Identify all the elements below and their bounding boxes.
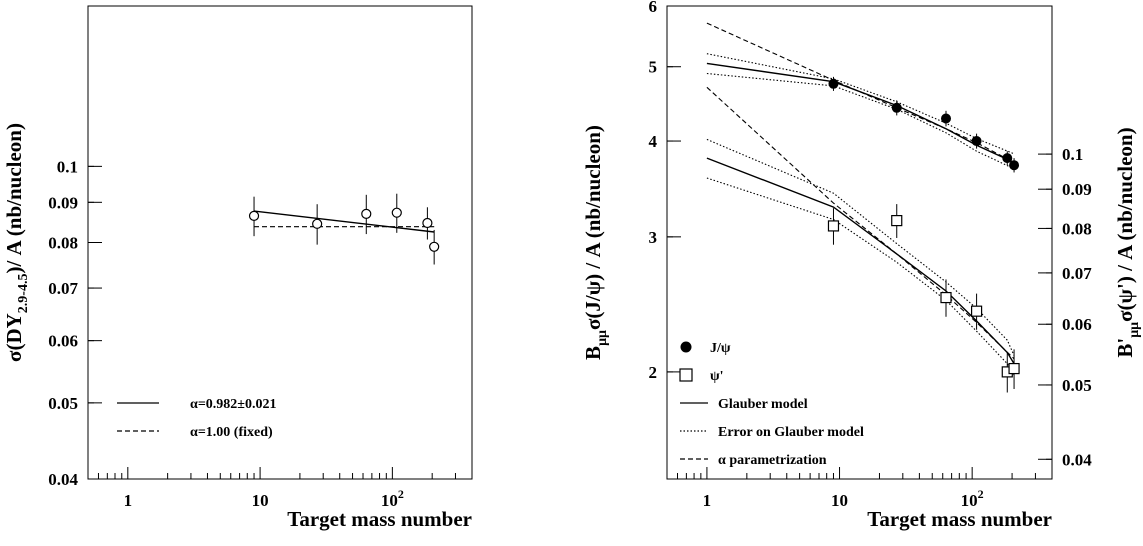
data-point — [422, 217, 433, 229]
y-tick-label: 6 — [649, 0, 658, 16]
plot-frame — [666, 5, 1053, 480]
data-point — [1009, 160, 1020, 171]
y-right-axis-label-main: B' — [1113, 338, 1137, 358]
data-point — [429, 241, 440, 252]
x-tick-label-main: 10 — [831, 491, 848, 510]
legend-label: α=1.00 (fixed) — [190, 425, 273, 440]
curve-dotted — [706, 53, 1015, 155]
y-right-tick-label: 0.04 — [1062, 450, 1092, 469]
x-tick-label-exponent: 2 — [978, 487, 984, 501]
data-point — [891, 102, 902, 113]
curve-dashed — [706, 22, 1015, 163]
curve-solid — [253, 210, 435, 233]
y-tick-label: 5 — [649, 58, 658, 77]
x-tick-label-main: 1 — [703, 491, 712, 510]
y-tick-label: 0.07 — [48, 279, 78, 298]
data-point — [1008, 362, 1020, 375]
data-point — [970, 305, 983, 317]
y-tick-label: 0.09 — [48, 193, 78, 212]
legend-label: ψ' — [710, 369, 724, 384]
legend-marker-open-square — [679, 368, 693, 382]
y-right-tick-label: 0.05 — [1062, 376, 1092, 395]
curve-dotted — [706, 138, 1015, 356]
y-tick-label: 0.08 — [48, 234, 78, 253]
y-right-axis-label-rest: σ(ψ') / A (nb/nucleon) — [1113, 127, 1137, 321]
y-tick-label: 4 — [649, 132, 658, 151]
data-point — [827, 220, 840, 232]
y-tick-label: 2 — [649, 363, 658, 382]
x-tick-label-main: 10 — [381, 491, 398, 510]
y-axis-label-main: σ(DY — [2, 313, 26, 362]
data-point — [971, 136, 982, 147]
x-tick-label-main: 10 — [961, 491, 978, 510]
curve-dotted — [706, 177, 1015, 376]
y-right-axis-label: B'μμσ(ψ') / A (nb/nucleon) — [1113, 127, 1142, 357]
x-tick-label: 1 — [124, 491, 133, 510]
y-tick-label: 0.1 — [57, 157, 78, 176]
y-tick-label: 3 — [649, 228, 658, 247]
y-axis-label-subscript: μμ — [595, 330, 610, 346]
y-tick-label: 0.04 — [48, 470, 78, 489]
y-axis-label-rest: )/ A (nb/nucleon) — [2, 123, 26, 274]
curve-dotted — [706, 72, 1015, 170]
y-axis-label-subscript: 2.9-4.5 — [16, 274, 31, 314]
y-right-tick-label: 0.1 — [1062, 145, 1083, 164]
data-point — [248, 210, 260, 221]
data-point — [941, 113, 952, 124]
y-tick-label: 0.06 — [48, 332, 78, 351]
x-tick-label-exponent: 2 — [398, 487, 404, 501]
y-axis-label: σ(DY2.9-4.5)/ A (nb/nucleon) — [2, 123, 31, 362]
data-point — [361, 208, 372, 219]
data-point — [1002, 153, 1013, 164]
data-point — [391, 207, 402, 218]
data-point — [828, 78, 839, 89]
x-tick-label: 102 — [381, 487, 404, 510]
plot-frame — [87, 5, 473, 480]
y-right-tick-label: 0.08 — [1062, 219, 1092, 238]
y-right-axis-label-subscript: μμ — [1127, 322, 1142, 338]
legend-label: Glauber model — [718, 397, 808, 412]
y-right-tick-label: 0.06 — [1062, 315, 1092, 334]
x-axis-label: Target mass number — [287, 507, 472, 531]
data-point — [891, 215, 903, 227]
y-right-tick-label: 0.07 — [1062, 264, 1092, 283]
x-tick-label: 1 — [703, 491, 712, 510]
y-axis-label: Bμμσ(J/ψ) / A (nb/nucleon) — [581, 125, 610, 360]
legend-label: α parametrization — [718, 453, 827, 468]
data-point — [940, 291, 952, 304]
y-right-tick-label: 0.09 — [1062, 180, 1092, 199]
curve-dashed — [706, 86, 1015, 360]
legend-marker-filled-circle — [680, 341, 692, 353]
legend-label: J/ψ — [710, 341, 731, 356]
data-point — [312, 218, 323, 229]
x-tick-label: 102 — [961, 487, 984, 510]
y-tick-label: 0.05 — [48, 394, 78, 413]
legend-label: Error on Glauber model — [718, 425, 864, 440]
curve-solid — [706, 62, 1015, 164]
x-axis-label: Target mass number — [867, 507, 1052, 531]
y-axis-label-rest: σ(J/ψ) / A (nb/nucleon) — [581, 125, 605, 330]
x-tick-label: 10 — [252, 491, 269, 510]
curve-solid — [706, 157, 1015, 365]
x-tick-label: 10 — [831, 491, 848, 510]
legend-label: α=0.982±0.021 — [190, 397, 276, 412]
x-tick-label-main: 1 — [124, 491, 133, 510]
y-axis-label-main: B — [581, 346, 605, 360]
x-tick-label-main: 10 — [252, 491, 269, 510]
